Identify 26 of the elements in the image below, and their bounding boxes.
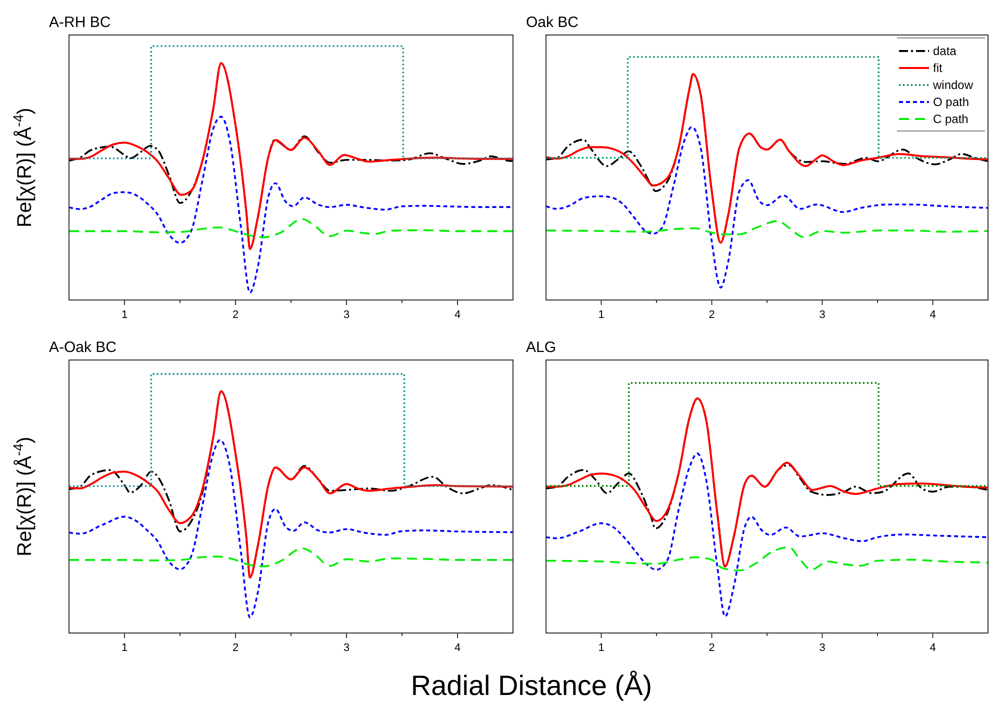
x-tick-label: 1	[598, 309, 604, 321]
x-tick-label: 3	[343, 642, 350, 654]
x-tick-label: 4	[930, 309, 936, 321]
x-tick-label: 1	[121, 309, 128, 321]
x-tick-label: 4	[454, 642, 461, 654]
x-tick-label: 4	[930, 642, 936, 654]
x-axis-title: Radial Distance (Å)	[410, 670, 652, 701]
legend-label: O path	[933, 95, 970, 109]
x-tick-label: 2	[232, 642, 239, 654]
chart-title: ALG	[526, 339, 556, 356]
x-tick-label: 1	[121, 642, 128, 654]
x-tick-label: 2	[232, 309, 239, 321]
x-tick-label: 2	[708, 642, 715, 654]
legend-label: window	[932, 78, 974, 92]
x-tick-label: 4	[454, 309, 461, 321]
chart-title: Oak BC	[526, 14, 579, 31]
legend-label: C path	[933, 112, 968, 126]
legend-label: data	[933, 44, 957, 58]
x-tick-label: 1	[598, 642, 604, 654]
legend-label: fit	[933, 61, 943, 75]
x-tick-label: 3	[343, 309, 350, 321]
x-tick-label: 3	[819, 309, 826, 321]
chart-title: A-Oak BC	[49, 339, 117, 356]
x-tick-label: 2	[708, 309, 715, 321]
x-tick-label: 3	[819, 642, 826, 654]
chart-title: A-RH BC	[49, 14, 111, 31]
